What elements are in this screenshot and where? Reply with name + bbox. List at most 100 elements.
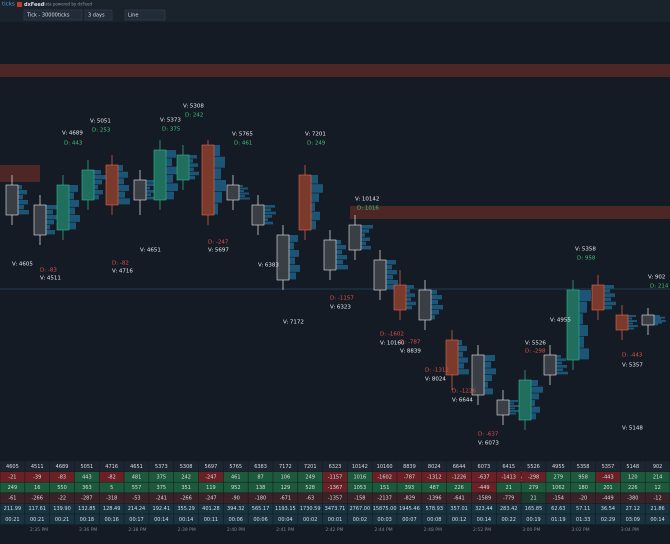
candle-note: V: 5765: [232, 132, 253, 138]
table-cell: [149, 503, 174, 514]
volume-profile: [386, 280, 398, 285]
table-value: 10160: [377, 464, 393, 470]
table-value: 5765: [229, 464, 242, 470]
volume-profile: [361, 233, 365, 237]
volume-profile: [509, 400, 518, 402]
candle-body: [153, 149, 167, 201]
candle-note: D: 242: [185, 113, 203, 119]
table-cell: [546, 503, 571, 514]
volume-profile: [509, 402, 514, 405]
volume-profile: [166, 175, 173, 183]
candle-note: D: -637: [478, 432, 499, 438]
time-label: 3:02 PM: [571, 527, 589, 533]
table-value: 00:21: [5, 517, 19, 523]
table-value: 00:19: [526, 517, 540, 523]
table-value: -83: [58, 474, 66, 480]
volume-profile: [264, 218, 268, 222]
time-label: 2:40 PM: [227, 527, 245, 533]
zone-band: [0, 64, 670, 77]
candle-note: V: 4689: [62, 131, 83, 137]
table-value: 128.49: [103, 506, 121, 512]
table-value: -61: [8, 496, 16, 502]
volume-profile: [386, 270, 397, 275]
table-value: -1602: [377, 474, 392, 480]
range-select[interactable]: [84, 9, 113, 21]
volume-profile: [579, 348, 589, 360]
candle-body: [81, 169, 95, 201]
volume-profile: [239, 190, 244, 192]
volume-profile: [579, 290, 591, 302]
volume-profile: [146, 186, 150, 190]
provider-icon: [17, 2, 22, 7]
interval[interactable]: Tick - 30000ticks: [26, 13, 70, 19]
candle-note: D: -1312: [425, 368, 449, 374]
table-value: 375: [157, 485, 167, 491]
table-value: 27.12: [626, 506, 640, 512]
volume-profile: [361, 245, 371, 250]
volume-profile: [484, 355, 495, 362]
table-value: 16: [34, 485, 40, 491]
volume-profile: [458, 345, 467, 352]
table-value: -779: [503, 496, 514, 502]
table-value: 394.32: [227, 506, 245, 512]
volume-profile: [431, 300, 438, 305]
interval-select[interactable]: [23, 9, 83, 21]
volume-profile: [336, 255, 347, 260]
table-value: 139.90: [53, 506, 71, 512]
volume-profile: [556, 365, 567, 368]
volume-profile: [46, 210, 53, 215]
table-value: 357.01: [450, 506, 468, 512]
time-label: 2:41 PM: [276, 527, 294, 533]
table-value: 4689: [56, 464, 69, 470]
table-value: 00:11: [204, 517, 218, 523]
table-cell: [174, 503, 199, 514]
toolbar: [0, 0, 670, 22]
table-cell: [397, 503, 422, 514]
table-value: 1053: [353, 485, 366, 491]
table-value: 4955: [552, 464, 565, 470]
table-cell: [620, 514, 645, 525]
table-cell: [99, 461, 124, 472]
table-cell: [397, 514, 422, 525]
table-value: 8024: [428, 464, 441, 470]
table-cell: [25, 514, 50, 525]
volume-profile: [18, 210, 29, 215]
table-value: -1157: [328, 474, 343, 480]
table-value: -247: [205, 496, 216, 502]
volume-profile: [386, 265, 392, 270]
volume-profile: [264, 205, 275, 208]
table-value: 4716: [105, 464, 118, 470]
candle-note: D: 1016: [357, 206, 379, 212]
table-value: 3473.71: [325, 506, 346, 512]
style-select[interactable]: [124, 9, 166, 21]
table-value: 21: [530, 496, 536, 502]
volume-profile: [189, 159, 193, 163]
table-cell: [298, 482, 323, 493]
chart-style[interactable]: Line: [128, 13, 138, 19]
table-cell: [521, 503, 546, 514]
volume-profile: [531, 400, 535, 407]
table-value: 00:14: [179, 517, 193, 523]
table-value: 279: [529, 485, 539, 491]
table-cell: [620, 503, 645, 514]
table-value: -1357: [328, 496, 343, 502]
table-value: 21: [506, 485, 512, 491]
candle-note: V: 6644: [452, 398, 473, 404]
table-cell: [124, 514, 149, 525]
candle-note: V: 4651: [140, 248, 161, 254]
table-value: -671: [280, 496, 291, 502]
candle-body: [176, 154, 190, 181]
table-value: -12: [654, 496, 662, 502]
candle-note: V: 8024: [425, 377, 446, 383]
candle-body: [393, 284, 407, 311]
time-label: 2:39 PM: [178, 527, 196, 533]
table-value: 283.42: [500, 506, 518, 512]
table-cell: [0, 461, 25, 472]
range[interactable]: 3 days: [88, 13, 105, 19]
table-cell: [273, 482, 298, 493]
table-cell: [198, 461, 224, 472]
table-cell: [397, 482, 422, 493]
volume-profile: [166, 191, 174, 200]
table-value: 5357: [602, 464, 615, 470]
volume-profile: [604, 297, 611, 302]
